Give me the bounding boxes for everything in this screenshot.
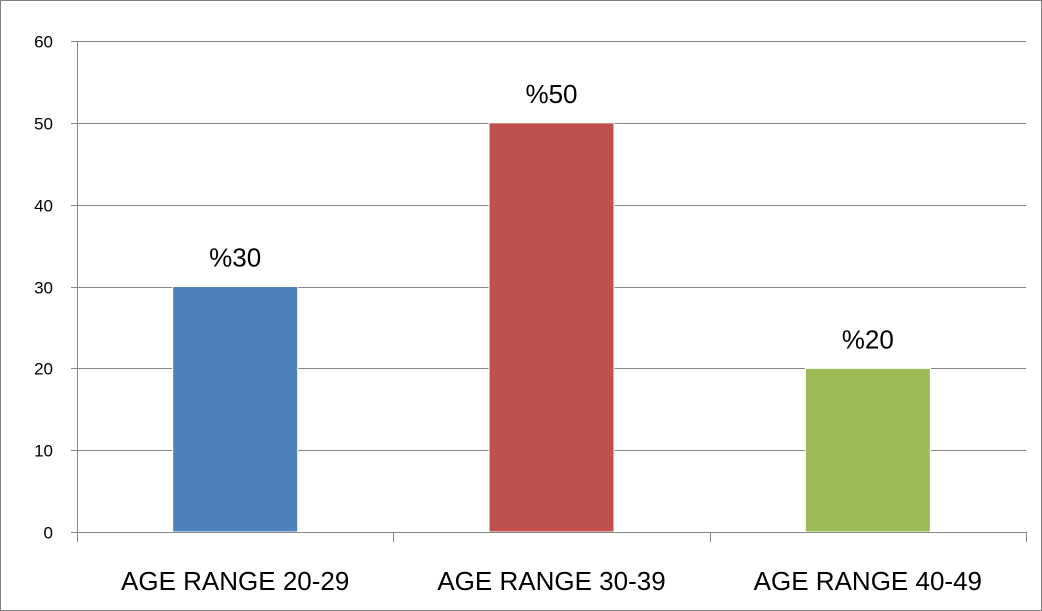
bar-2 <box>488 122 615 533</box>
y-tick-label: 60 <box>34 33 53 52</box>
y-tick-label: 30 <box>34 279 53 298</box>
y-tick-label: 10 <box>34 442 53 461</box>
y-tick-label: 20 <box>34 360 53 379</box>
y-tick-label: 0 <box>44 524 53 543</box>
axes <box>71 41 1027 542</box>
x-tick-label: AGE RANGE 40-49 <box>754 566 982 596</box>
bar-3 <box>804 367 931 533</box>
data-label: %30 <box>209 243 261 273</box>
bars <box>172 122 931 533</box>
y-tick-label: 40 <box>34 197 53 216</box>
y-tick-label: 50 <box>34 115 53 134</box>
x-tick-label: AGE RANGE 20-29 <box>121 566 349 596</box>
labels: 0 10 20 30 40 50 60 %30 AGE RANGE 20-29 %50 AGE RA… <box>34 33 982 597</box>
bar-1 <box>172 286 299 533</box>
data-label: %20 <box>842 324 894 354</box>
x-tick-label: AGE RANGE 30-39 <box>437 566 665 596</box>
data-label: %50 <box>525 79 577 109</box>
